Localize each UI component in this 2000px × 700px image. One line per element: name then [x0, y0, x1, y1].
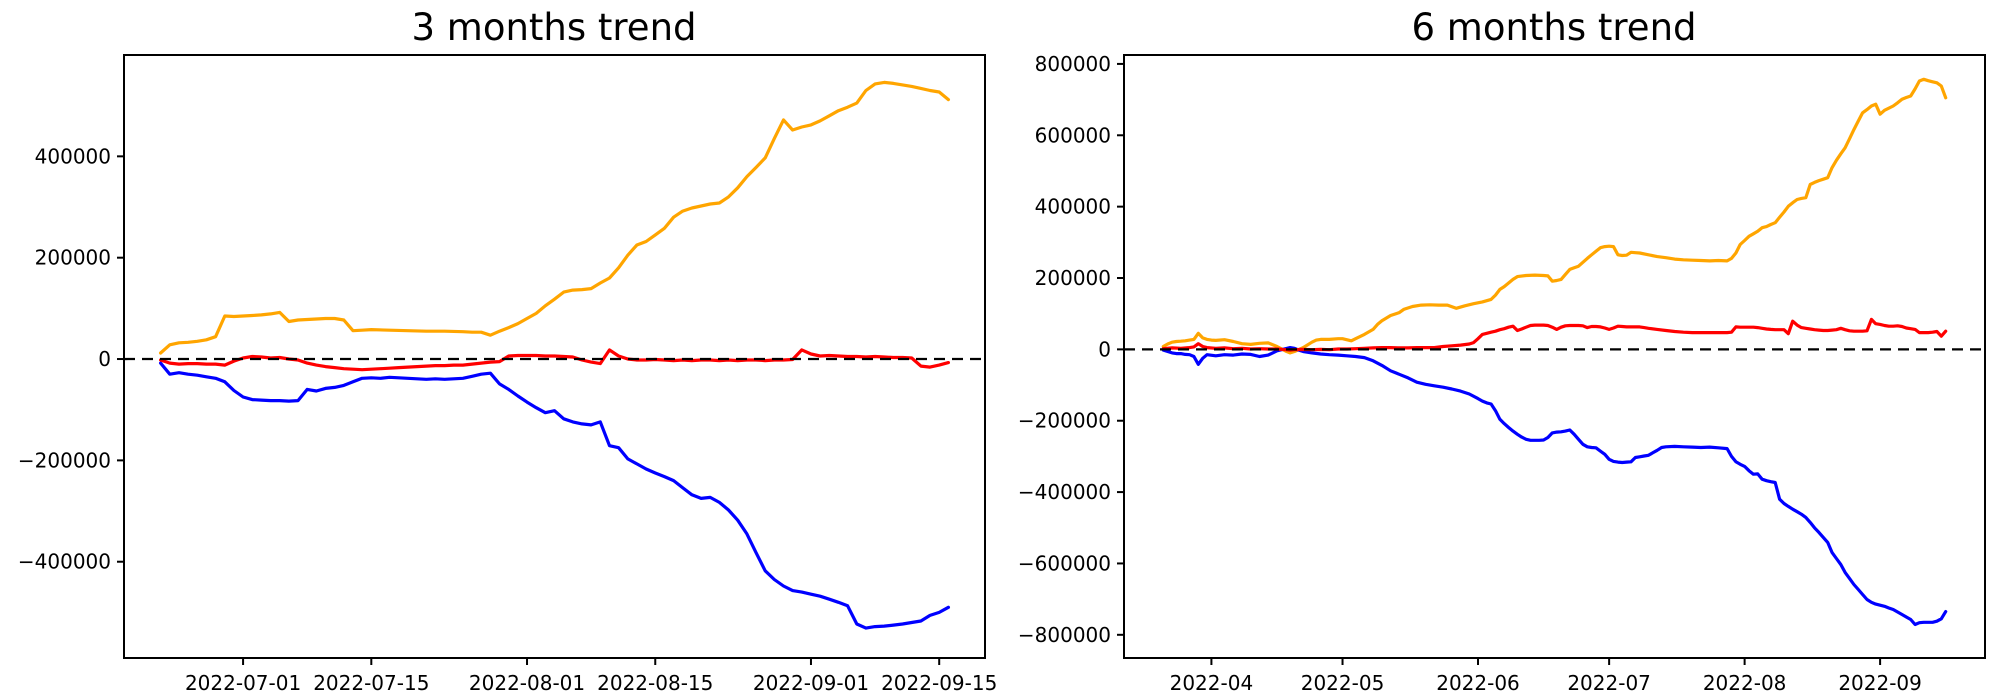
x-tick-label: 2022-08 — [1703, 671, 1787, 695]
y-tick-label: 400000 — [35, 144, 111, 168]
chart-3-months-trend: 3 months trend 2022-07-01 2022-07-15 2022-… — [18, 6, 997, 695]
blue-series-line — [159, 361, 951, 630]
y-tick-label: −400000 — [18, 550, 111, 574]
orange-series-line — [1161, 77, 1948, 355]
x-tick-label: 2022-09-01 — [753, 671, 869, 695]
y-tick-label: −800000 — [1018, 623, 1111, 647]
y-tick-label: −200000 — [18, 448, 111, 472]
y-tick-label: 600000 — [1035, 123, 1111, 147]
orange-series-line — [159, 80, 951, 355]
chart-6-months-trend: 6 months trend 2022-04 2022-05 2022-06 2022… — [1018, 6, 1986, 695]
x-tick-label: 2022-05 — [1301, 671, 1385, 695]
y-tick-label: 0 — [98, 347, 111, 371]
x-tick-label: 2022-07 — [1567, 671, 1651, 695]
x-tick-label: 2022-04 — [1170, 671, 1254, 695]
x-tick-label: 2022-09 — [1838, 671, 1922, 695]
y-tick-label: −400000 — [1018, 480, 1111, 504]
chart-title-6-months: 6 months trend — [1411, 6, 1696, 49]
y-tick-label: 200000 — [1035, 266, 1111, 290]
x-tick-label: 2022-09-15 — [881, 671, 997, 695]
x-tick-label: 2022-08-15 — [597, 671, 713, 695]
y-tick-label: 400000 — [1035, 195, 1111, 219]
y-tick-label: −200000 — [1018, 409, 1111, 433]
y-tick-label: 200000 — [35, 246, 111, 270]
x-tick-label: 2022-07-15 — [313, 671, 429, 695]
blue-series-line — [1161, 346, 1948, 627]
subplot-3-months-trend: 3 months trend 2022-07-01 2022-07-15 2022-… — [18, 6, 997, 695]
chart-title-3-months: 3 months trend — [411, 6, 696, 49]
subplot-6-months-trend: 6 months trend 2022-04 2022-05 2022-06 2022… — [1000, 0, 2000, 700]
plot-border — [1123, 54, 1986, 659]
x-tick-label: 2022-06 — [1436, 671, 1520, 695]
y-tick-label: 0 — [1098, 337, 1111, 361]
y-tick-label: −600000 — [1018, 551, 1111, 575]
plot-border — [123, 54, 986, 659]
red-series-line — [1161, 317, 1948, 352]
x-tick-label: 2022-08-01 — [469, 671, 585, 695]
y-tick-label: 800000 — [1035, 52, 1111, 76]
x-tick-label: 2022-07-01 — [185, 671, 301, 695]
